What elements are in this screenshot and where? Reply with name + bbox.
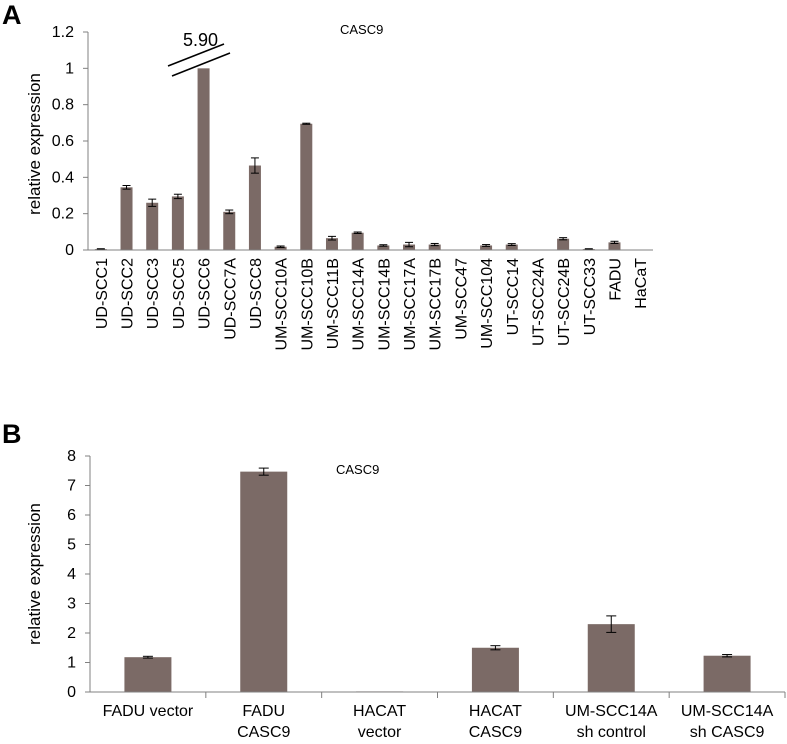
panel-a: A CASC9 relative expression 0 0.2 0.4 0.6 0.… [2, 0, 653, 350]
category-label: UM-SCC11B [325, 258, 342, 349]
axis-break-value: 5.90 [183, 30, 218, 50]
y-tick-label: 1 [67, 655, 76, 672]
bar [608, 242, 621, 250]
category-label: UM-SCC17B [428, 258, 445, 350]
category-label: UD-SCC1 [94, 258, 111, 329]
panel-a-title: CASC9 [340, 22, 383, 37]
bar [124, 657, 172, 692]
axis-break-line-1 [167, 43, 225, 67]
bar [248, 165, 261, 250]
panel-a-axes [87, 32, 653, 251]
y-tick-label: 0.6 [52, 133, 74, 150]
category-label: UM-SCC14B [376, 258, 393, 350]
bar [377, 245, 390, 250]
category-label: UD-SCC3 [145, 258, 162, 329]
y-tick-label: 7 [67, 478, 76, 495]
panel-b-title: CASC9 [336, 462, 379, 477]
y-tick-label: 3 [67, 596, 76, 613]
y-tick-label: 1.2 [52, 24, 74, 41]
category-label: CASC9 [469, 724, 522, 741]
bar [505, 244, 518, 250]
axis-break-line-2 [171, 52, 231, 77]
category-label: FADU [242, 703, 285, 720]
category-label: UM-SCC14A [565, 703, 658, 720]
category-label: UT-SCC14 [505, 258, 522, 335]
category-label: UD-SCC6 [197, 258, 214, 329]
panel-a-axis-break: 5.90 [167, 30, 231, 77]
category-label: UM-SCC14A [681, 703, 774, 720]
bar [403, 244, 416, 250]
y-tick-label: 1 [65, 60, 74, 77]
panel-b-bars [124, 471, 751, 692]
category-label: UD-SCC8 [248, 258, 265, 329]
y-tick-label: 5 [67, 537, 76, 554]
bar [325, 238, 338, 250]
bar [428, 244, 441, 250]
bar [146, 202, 159, 250]
bar [197, 68, 210, 250]
panel-a-label: A [2, 0, 22, 30]
category-label: UD-SCC5 [171, 258, 188, 329]
panel-b-error-bars [142, 467, 733, 659]
panel-a-bars [94, 68, 621, 250]
category-label: UT-SCC24A [530, 258, 547, 346]
bar [171, 196, 184, 250]
category-label: FADU [607, 258, 624, 301]
category-label: UM-SCC17A [402, 258, 419, 351]
panel-a-error-bars [96, 122, 619, 250]
y-tick-label: 2 [67, 625, 76, 642]
panel-b-axes [89, 456, 786, 698]
y-tick-label: 0.8 [52, 97, 74, 114]
bar [120, 187, 133, 250]
category-label: sh control [577, 724, 646, 741]
bar [471, 647, 519, 692]
panel-a-category-labels: UD-SCC1 UD-SCC2 UD-SCC3 UD-SCC5 UD-SCC6 UD-SC… [94, 258, 650, 351]
category-label: UM-SCC10A [274, 258, 291, 351]
bar [240, 471, 288, 692]
category-label: sh CASC9 [690, 724, 765, 741]
panel-b-y-axis-label: relative expression [25, 503, 44, 645]
category-label: UD-SCC7A [222, 258, 239, 340]
panel-b-category-labels: FADU vector FADU CASC9 HACAT vector HACAT CASC… [103, 703, 774, 741]
category-label: UM-SCC104 [479, 258, 496, 349]
y-tick-label: 0 [65, 242, 74, 259]
bar [587, 624, 635, 692]
bar [703, 655, 751, 692]
panel-a-y-ticks: 0 0.2 0.4 0.6 0.8 1 1.2 [52, 24, 88, 259]
category-label: UT-SCC24B [556, 258, 573, 346]
category-label: UM-SCC14A [351, 258, 368, 351]
bar [223, 211, 236, 250]
category-label: UD-SCC2 [120, 258, 137, 329]
y-tick-label: 0 [67, 684, 76, 701]
y-tick-label: 8 [67, 448, 76, 465]
bar [300, 123, 313, 250]
category-label: HACAT [353, 703, 406, 720]
panel-b-y-ticks: 0 1 2 3 4 5 6 7 8 [67, 448, 90, 701]
bar [557, 238, 570, 250]
category-label: UM-SCC47 [453, 258, 470, 340]
y-tick-label: 0.2 [52, 206, 74, 223]
category-label: HACAT [469, 703, 522, 720]
bar [480, 245, 493, 250]
category-label: UT-SCC33 [582, 258, 599, 335]
panel-b-label: B [2, 419, 22, 449]
category-label: vector [358, 724, 402, 741]
y-tick-label: 0.4 [52, 169, 74, 186]
bar [274, 246, 287, 250]
category-label: HaCaT [633, 258, 650, 309]
panel-b: B CASC9 relative expression 0 1 2 3 4 5 6 7 8 FA… [2, 419, 786, 741]
bar [351, 232, 364, 250]
category-label: FADU vector [103, 703, 194, 720]
panel-a-y-axis-label: relative expression [25, 73, 44, 215]
category-label: CASC9 [237, 724, 290, 741]
category-label: UM-SCC10B [299, 258, 316, 350]
y-tick-label: 4 [67, 566, 76, 583]
y-tick-label: 6 [67, 507, 76, 524]
